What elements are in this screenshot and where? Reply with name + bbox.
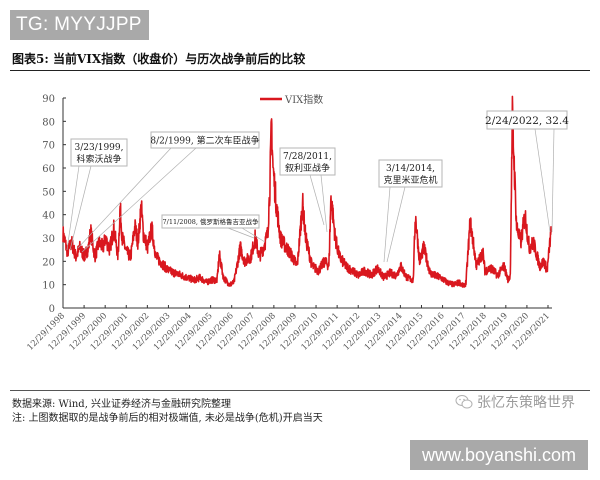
footer-divider <box>10 390 590 391</box>
y-tick-label: 40 <box>42 211 55 222</box>
y-tick-label: 70 <box>42 141 55 152</box>
wechat-icon <box>455 395 473 409</box>
watermark-bottom: www.boyanshi.com <box>410 440 588 470</box>
callout-annotation: 7/28/2011,叙利亚战争 <box>279 147 336 233</box>
wechat-account: 张忆东策略世界 <box>455 392 575 412</box>
chart-note: 注: 上图数据取的是战争前后的相对极端值, 未必是战争(危机)开启当天 <box>12 413 323 424</box>
callout-text: 8/2/1999, 第二次车臣战争 <box>150 134 259 146</box>
callout-text: 7/11/2008, 俄罗斯格鲁吉亚战争 <box>163 217 259 226</box>
y-tick-label: 50 <box>42 187 55 198</box>
callout-text: 3/14/2014, <box>386 164 435 174</box>
y-tick-label: 60 <box>42 164 55 175</box>
callout-text: 克里米亚危机 <box>383 174 437 186</box>
callout-annotation: 2/24/2022, 32.4 <box>485 110 569 233</box>
callout-text: 3/23/1999, <box>74 143 123 153</box>
y-tick-label: 90 <box>42 94 55 105</box>
vix-series-line <box>62 95 553 288</box>
vix-line-chart: 010203040506070809012/29/199812/29/19991… <box>25 93 569 353</box>
callout-text: 科索沃战争 <box>76 153 121 165</box>
wechat-account-name: 张忆东策略世界 <box>477 395 575 411</box>
callout-annotation: 8/2/1999, 第二次车臣战争 <box>77 131 260 253</box>
y-tick-label: 0 <box>49 304 55 315</box>
callout-text: 7/28/2011, <box>283 152 332 162</box>
legend-label: VIX指数 <box>284 93 323 106</box>
y-tick-label: 20 <box>42 257 55 268</box>
callout-annotation: 3/14/2014,克里米亚危机 <box>378 159 443 263</box>
callout-annotation: 3/23/1999,科索沃战争 <box>66 138 128 251</box>
y-tick-label: 80 <box>42 117 55 128</box>
y-tick-label: 30 <box>42 234 55 245</box>
callout-annotation: 7/11/2008, 俄罗斯格鲁吉亚战争 <box>161 214 266 243</box>
figure-title: 图表5: 当前VIX指数（收盘价）与历次战争前后的比较 <box>12 52 306 66</box>
callout-text: 2/24/2022, 32.4 <box>485 115 569 127</box>
data-source: 数据来源: Wind, 兴业证券经济与金融研究院整理 <box>12 399 232 410</box>
title-divider <box>10 70 590 71</box>
watermark-top: TG: MYYJJPP <box>10 10 149 40</box>
y-tick-label: 10 <box>42 281 55 292</box>
callout-text: 叙利亚战争 <box>285 162 330 174</box>
